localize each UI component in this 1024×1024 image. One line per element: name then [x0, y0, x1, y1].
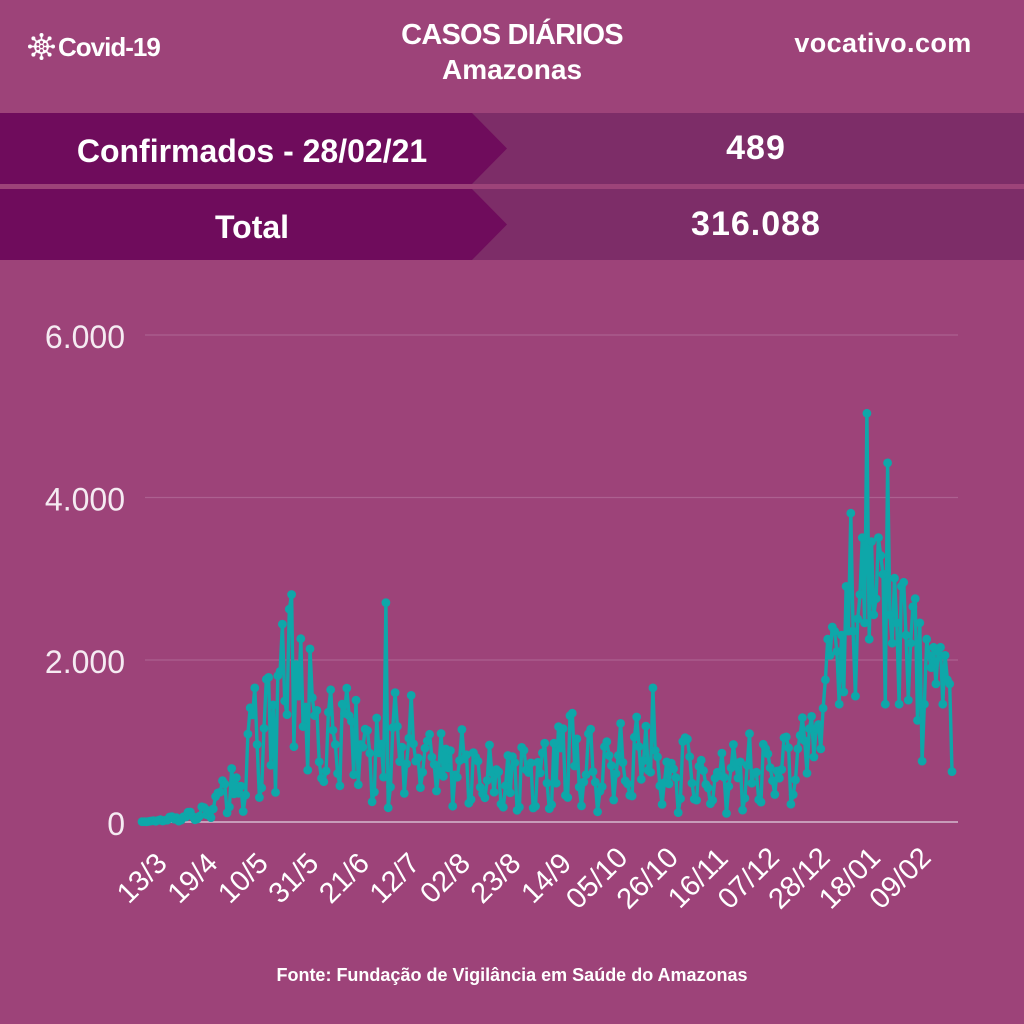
- svg-text:31/5: 31/5: [263, 847, 326, 910]
- svg-text:21/6: 21/6: [313, 847, 376, 910]
- svg-text:23/8: 23/8: [465, 847, 528, 910]
- svg-text:13/3: 13/3: [111, 847, 174, 910]
- svg-text:6.000: 6.000: [45, 319, 125, 355]
- svg-text:02/8: 02/8: [414, 847, 477, 910]
- svg-text:10/5: 10/5: [212, 847, 275, 910]
- svg-text:19/4: 19/4: [162, 847, 225, 910]
- svg-text:12/7: 12/7: [364, 847, 427, 910]
- svg-text:2.000: 2.000: [45, 644, 125, 680]
- svg-text:0: 0: [107, 806, 125, 842]
- svg-text:4.000: 4.000: [45, 482, 125, 518]
